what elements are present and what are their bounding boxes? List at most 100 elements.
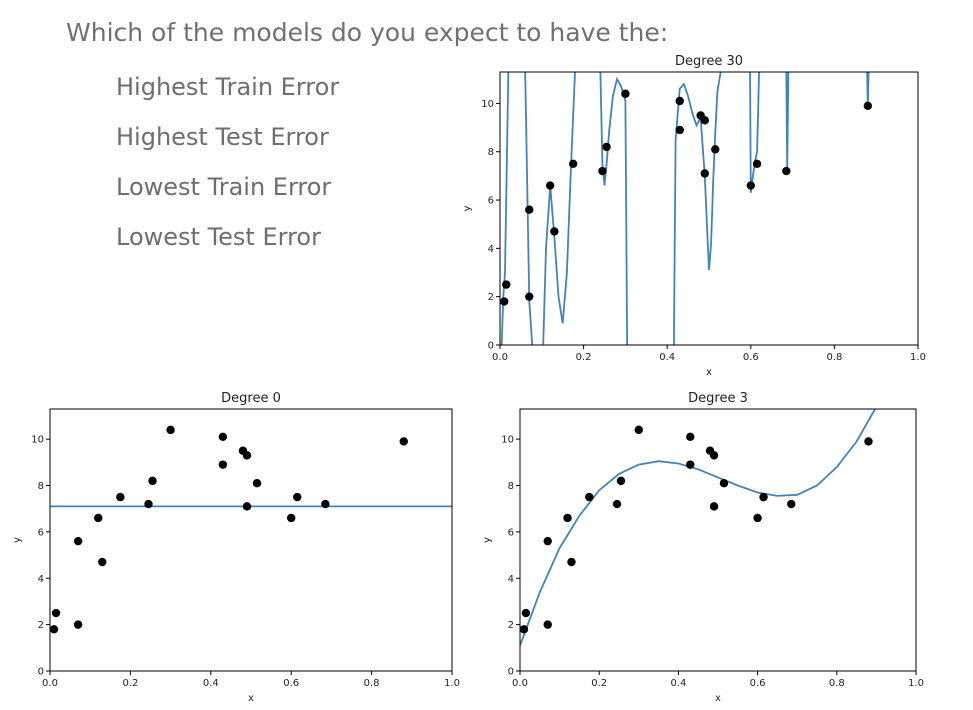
y-tick-label: 10 <box>481 99 494 110</box>
data-point <box>218 432 228 442</box>
y-tick-label: 8 <box>508 481 514 492</box>
chart-degree-30: Degree 30 0.0 0.2 0.4 0.6 0.8 1.0 0 2 4 6 8 10 x y <box>462 54 926 378</box>
y-tick-label: 2 <box>38 620 44 631</box>
x-tick-label: 0.8 <box>829 678 845 689</box>
data-point <box>116 492 125 502</box>
x-tick-label: 0.2 <box>576 352 592 363</box>
y-axis-label: y <box>462 205 473 211</box>
y-tick-label: 0 <box>508 667 514 678</box>
data-point <box>759 492 768 502</box>
data-point <box>543 536 552 546</box>
x-tick-label: 0.0 <box>492 352 508 363</box>
data-point <box>863 101 873 111</box>
data-point <box>525 205 534 214</box>
y-tick-label: 4 <box>508 574 514 585</box>
data-point <box>242 451 252 460</box>
x-tick-label: 0.0 <box>512 678 528 689</box>
x-tick-label: 0.4 <box>659 352 675 363</box>
data-point <box>94 513 103 523</box>
data-point <box>218 460 228 469</box>
data-point <box>634 425 643 435</box>
data-point <box>675 96 684 106</box>
data-point <box>49 625 59 634</box>
data-point <box>621 89 630 98</box>
chart-title: Degree 30 <box>675 54 743 69</box>
data-point <box>675 125 684 135</box>
data-point <box>711 145 720 154</box>
y-tick-label: 0 <box>38 667 44 678</box>
x-tick-label: 1.0 <box>444 678 460 689</box>
data-point <box>598 166 607 176</box>
x-tick-label: 1.0 <box>910 352 926 363</box>
x-axis-label: x <box>715 693 721 704</box>
data-point <box>602 142 611 152</box>
data-point <box>709 451 719 460</box>
y-tick-label: 2 <box>508 620 514 631</box>
data-point <box>612 499 622 509</box>
y-tick-label: 10 <box>501 435 514 446</box>
y-tick-label: 0 <box>488 341 494 352</box>
data-point <box>568 159 578 169</box>
data-point <box>563 513 572 523</box>
data-point <box>709 502 719 511</box>
chart-title: Degree 3 <box>688 391 748 406</box>
data-point <box>753 513 762 523</box>
data-point <box>502 280 511 289</box>
data-point <box>525 292 534 301</box>
data-point <box>293 492 302 502</box>
x-tick-label: 0.2 <box>122 678 138 689</box>
y-tick-label: 6 <box>38 527 44 538</box>
data-point <box>73 536 83 546</box>
x-tick-label: 0.4 <box>670 678 686 689</box>
option-lowest-test-error: Lowest Test Error <box>116 223 321 251</box>
x-axis-label: x <box>248 693 254 704</box>
x-tick-label: 1.0 <box>908 678 924 689</box>
y-tick-label: 8 <box>488 147 494 158</box>
x-tick-label: 0.4 <box>203 678 219 689</box>
data-point <box>585 492 594 502</box>
x-tick-label: 0.8 <box>826 352 842 363</box>
data-point <box>321 499 330 509</box>
question-text: Which of the models do you expect to hav… <box>66 18 669 47</box>
data-point <box>519 625 529 634</box>
y-tick-label: 8 <box>38 481 44 492</box>
plot-frame <box>499 71 919 346</box>
x-axis-label: x <box>706 367 712 378</box>
data-point <box>51 608 61 618</box>
x-tick-label: 0.0 <box>42 678 58 689</box>
y-tick-label: 10 <box>31 435 44 446</box>
x-tick-label: 0.6 <box>283 678 299 689</box>
data-point <box>399 437 408 446</box>
y-tick-label: 4 <box>38 574 44 585</box>
data-point <box>550 227 559 236</box>
data-point <box>686 432 695 442</box>
data-point <box>616 476 626 486</box>
plot-frame <box>519 408 917 672</box>
y-tick-label: 6 <box>488 196 494 207</box>
data-point <box>148 476 157 486</box>
data-point <box>252 478 262 488</box>
data-point <box>700 116 710 125</box>
data-point <box>752 159 762 169</box>
options-list: Highest Train Error Highest Test Error L… <box>116 68 339 268</box>
data-point <box>166 425 175 435</box>
x-tick-label: 0.2 <box>591 678 607 689</box>
data-point <box>686 460 695 469</box>
data-point <box>521 608 531 618</box>
plot-frame <box>49 408 453 672</box>
chart-degree-0: Degree 0 0.0 0.2 0.4 0.6 0.8 1.0 0 2 4 6 8 10 x y <box>12 391 460 704</box>
data-point <box>719 478 729 488</box>
data-point <box>746 181 755 190</box>
y-tick-label: 2 <box>488 292 494 303</box>
data-point <box>864 437 873 446</box>
data-point <box>787 499 796 509</box>
y-axis-label: y <box>482 537 493 543</box>
fit-curve <box>500 72 870 345</box>
chart-degree-3: Degree 3 0.0 0.2 0.4 0.6 0.8 1.0 0 2 4 6 8 10 x y <box>482 391 924 704</box>
data-point <box>98 557 107 567</box>
data-point <box>73 620 83 629</box>
data-point <box>782 166 791 176</box>
x-tick-label: 0.6 <box>743 352 759 363</box>
fit-curve <box>520 409 877 646</box>
data-point <box>144 499 153 509</box>
